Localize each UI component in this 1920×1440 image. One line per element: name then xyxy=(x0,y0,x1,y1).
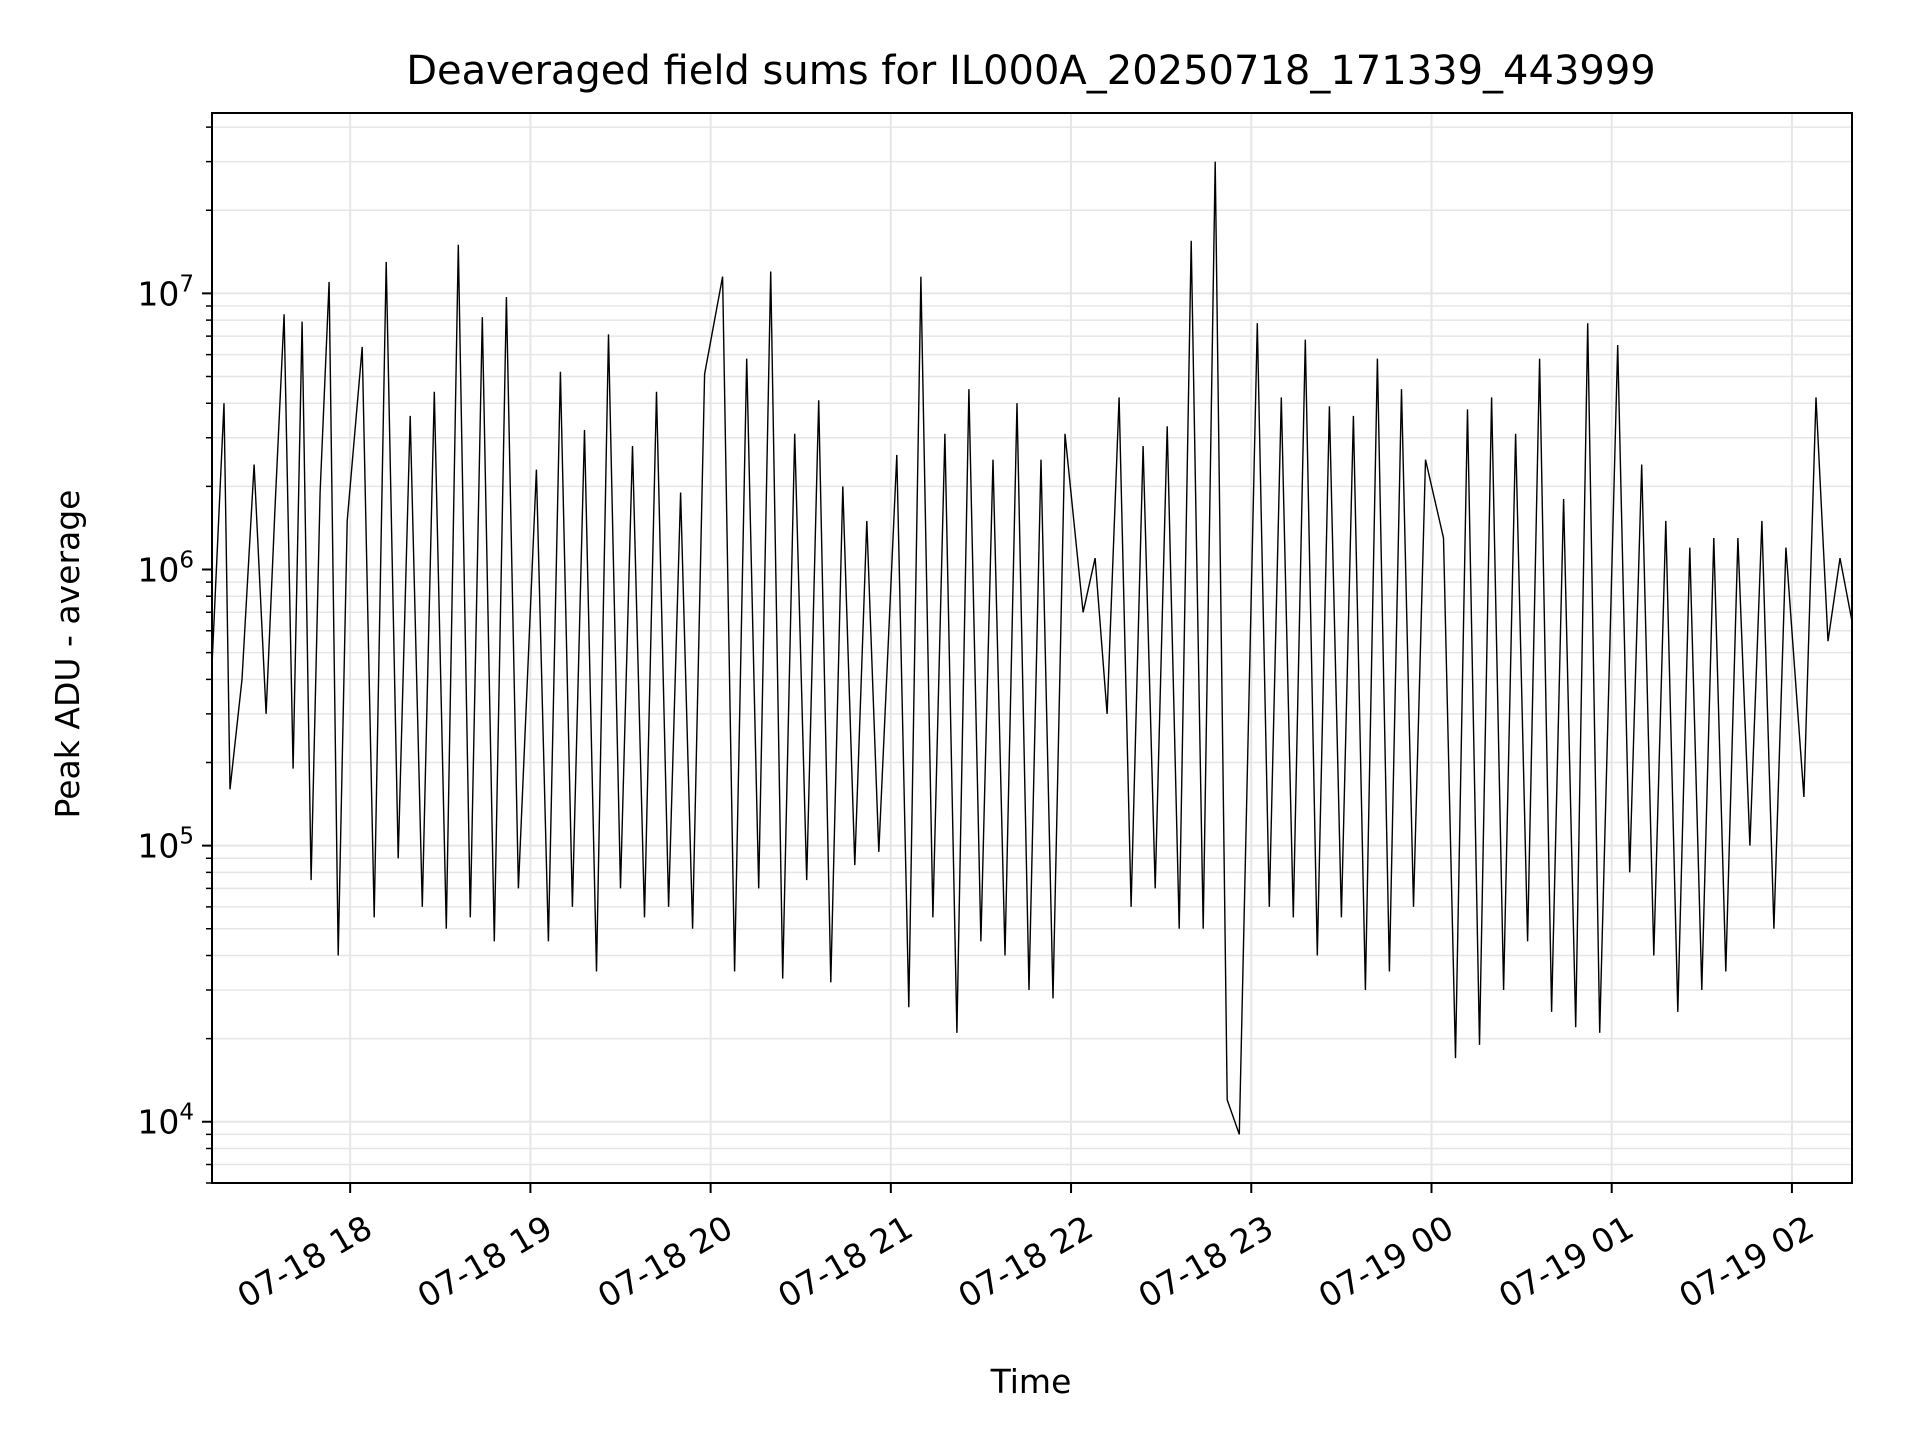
series-line xyxy=(211,161,1853,1135)
series-group xyxy=(211,161,1853,1135)
y-axis-label: Peak ADU - average xyxy=(48,490,87,819)
chart-title: Deaveraged field sums for IL000A_2025071… xyxy=(406,48,1656,94)
y-tick-label: 106 xyxy=(137,547,194,589)
y-tick-label: 105 xyxy=(137,824,194,866)
y-tick-label: 107 xyxy=(137,271,194,313)
x-axis-label: Time xyxy=(990,1362,1072,1401)
plot-frame xyxy=(211,112,1853,1184)
y-axis-ticks: 104 105 106 107 xyxy=(137,126,212,1184)
y-tick-label: 104 xyxy=(137,1100,194,1142)
